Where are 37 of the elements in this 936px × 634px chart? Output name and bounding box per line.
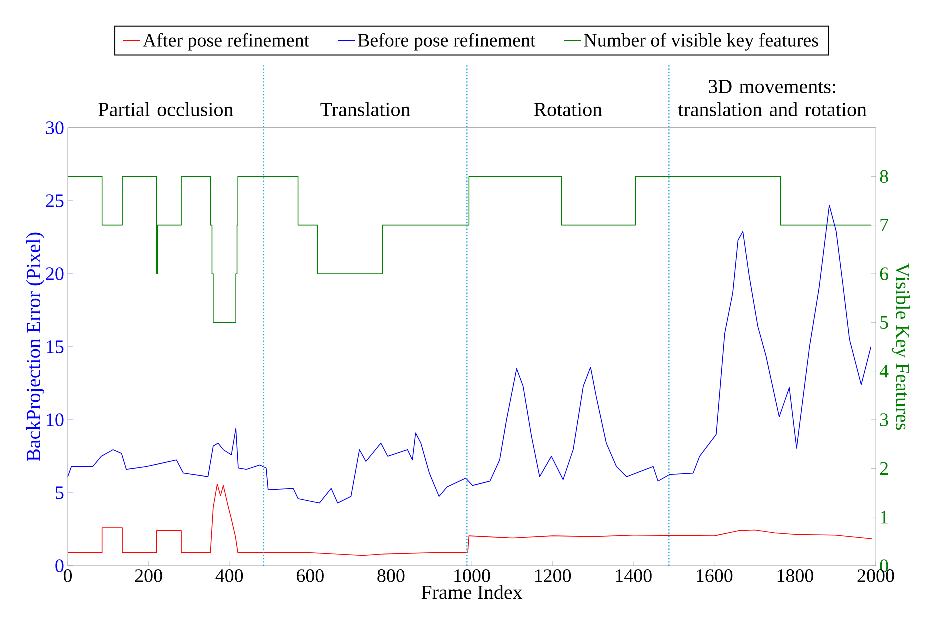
y2-tick-label: 2 bbox=[880, 462, 888, 475]
y-tick-label: 15 bbox=[47, 340, 64, 354]
text: Partial occlusion bbox=[98, 102, 234, 116]
x-tick-label: 1000 bbox=[454, 570, 490, 582]
y2-tick-label: 5 bbox=[880, 316, 888, 329]
x-tick-label: 600 bbox=[296, 570, 324, 582]
y-tick-label: 30 bbox=[46, 122, 64, 134]
x-tick-label: 1600 bbox=[697, 570, 733, 582]
y-tick-label: 25 bbox=[46, 194, 64, 208]
legend-label: Number of visible key features bbox=[584, 33, 818, 51]
y2-tick-label: 7 bbox=[880, 219, 888, 232]
text: Rotation bbox=[534, 103, 602, 116]
text: 3D movements: translation and rotation bbox=[678, 80, 867, 116]
x-tick-label: 1800 bbox=[778, 570, 814, 582]
line-series bbox=[68, 204, 872, 504]
legend-label: After pose refinement bbox=[143, 33, 310, 51]
y-tick-label: 0 bbox=[56, 560, 64, 572]
y2-tick-label: 6 bbox=[880, 268, 888, 280]
x-tick-label: 400 bbox=[216, 570, 244, 582]
x-tick-label: 1200 bbox=[535, 570, 572, 582]
x-tick-label: 1400 bbox=[616, 570, 652, 582]
y-axis-title: BackProjection Error (Pixel) bbox=[26, 232, 45, 462]
x-tick-label: 0 bbox=[64, 570, 72, 582]
y-tick-label: 20 bbox=[46, 268, 64, 280]
y2-axis-title: Visible Key Features bbox=[892, 263, 910, 430]
x-tick-label: 200 bbox=[135, 570, 162, 582]
line-series bbox=[68, 484, 872, 556]
x-axis-title: Frame Index bbox=[422, 585, 523, 600]
text: Translation bbox=[320, 102, 410, 116]
x-tick-label: 800 bbox=[378, 570, 405, 582]
y-tick-label: 5 bbox=[56, 486, 64, 500]
y2-tick-label: 1 bbox=[881, 511, 888, 524]
y2-tick-label: 3 bbox=[880, 414, 888, 426]
legend-label: Before pose refinement bbox=[358, 33, 536, 51]
y2-tick-label: 8 bbox=[880, 170, 888, 184]
y-tick-label: 10 bbox=[47, 414, 64, 426]
y2-tick-label: 4 bbox=[880, 365, 889, 378]
